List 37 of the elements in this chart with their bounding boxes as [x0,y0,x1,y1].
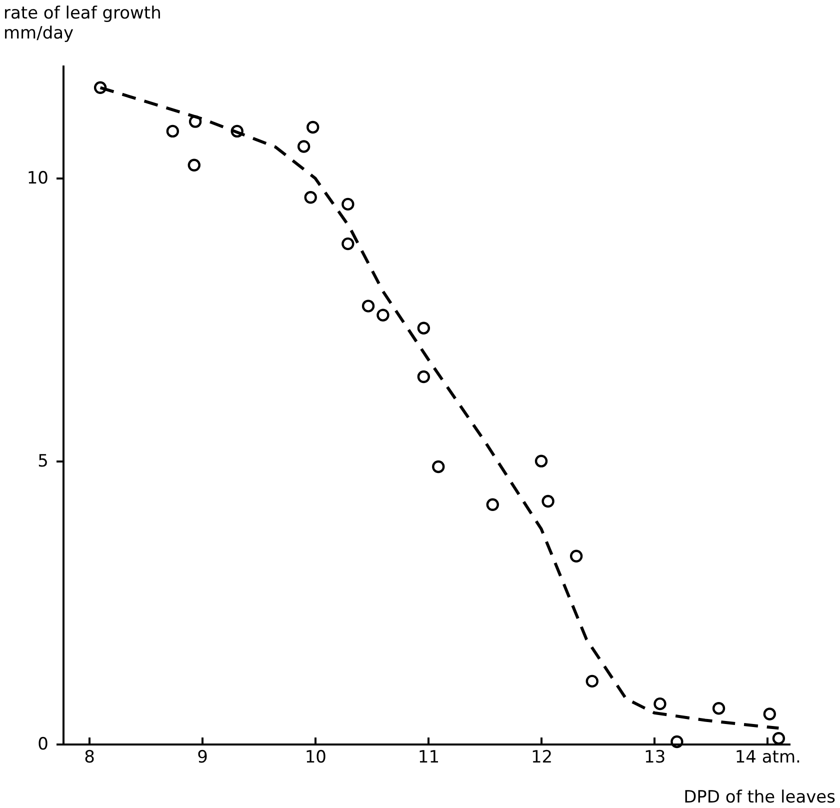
point [670,735,684,748]
point [417,370,430,384]
x-tick-label: 14 atm. [734,748,801,768]
point [417,322,430,334]
point [230,124,244,138]
point [376,308,390,322]
point [188,158,200,172]
x-axis-title: DPD of the leaves [684,788,836,808]
point [772,732,786,745]
point [654,697,666,710]
point [297,140,310,153]
point [362,300,375,312]
y-tick-label: 10 [26,168,48,189]
point [586,674,598,688]
x-tick-label: 11 [418,748,440,768]
y-tick-label: 5 [38,452,48,472]
point [534,454,548,468]
point [306,120,320,134]
point [342,237,354,250]
x-tick-label: 12 [530,748,553,768]
x-tick-label: 10 [304,748,326,768]
y-tick-label: 0 [38,734,48,754]
point [432,460,445,474]
point [94,81,107,94]
point [188,115,202,128]
point [763,708,776,720]
point [542,494,554,508]
point [166,124,180,138]
y-axis-title: rate of leaf growth mm/day [4,4,162,44]
point [570,550,583,562]
x-tick-label: 9 [197,748,208,768]
x-tick-label: 8 [84,748,95,768]
point [342,198,354,211]
point [486,498,499,511]
x-tick-label: 13 [644,748,666,768]
point [304,191,317,204]
point [712,702,726,715]
